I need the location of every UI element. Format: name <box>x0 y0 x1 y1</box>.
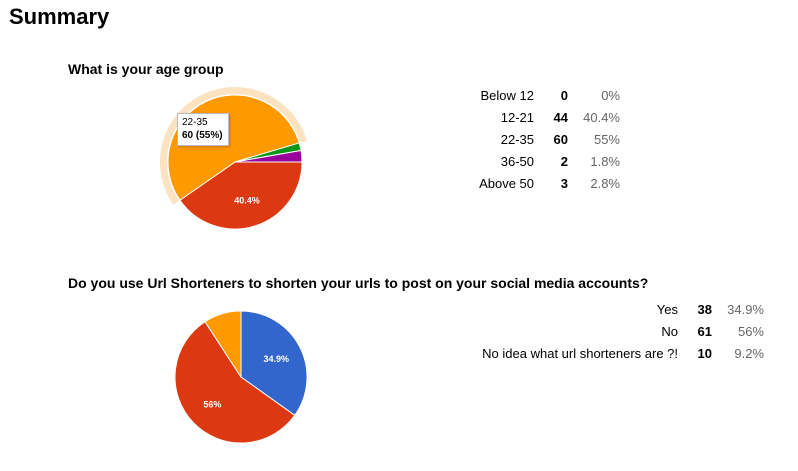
pie-slice-no-idea-what-url-shorteners-are[interactable] <box>204 310 242 379</box>
table-body: Yes 38 34.9% No 61 56% No idea what url shorte… <box>470 298 764 364</box>
row-label: Yes <box>656 301 678 317</box>
row-label: No <box>661 323 678 339</box>
slice-label-12-21: 40.4% <box>234 195 260 205</box>
row-percent: 9.2% <box>734 345 764 361</box>
row-label: 12-21 <box>500 109 534 125</box>
page-title: Summary <box>9 4 110 29</box>
row-count: 2 <box>560 153 568 169</box>
chart-tooltip: 22-35 60 (55%) <box>177 113 229 146</box>
row-label: Below 12 <box>480 87 534 103</box>
row-count: 0 <box>560 87 568 103</box>
row-label: Above 50 <box>479 175 534 191</box>
pie-slice-above-50[interactable] <box>234 149 303 163</box>
table-body: Below 12 0 0% 12-21 44 40.4% 22-35 60 55% 36-50 2 1… <box>470 84 620 194</box>
row-count: 38 <box>697 301 712 317</box>
row-label: No idea what url shorteners are ?! <box>482 345 678 361</box>
url-shorteners-pie-chart: 34.9% 56% <box>174 310 308 444</box>
slice-label-no: 56% <box>203 399 221 409</box>
age-group-summary-table: Below 12 0 0% 12-21 44 40.4% 22-35 60 55% 36-50 2 1… <box>470 84 620 194</box>
row-count: 10 <box>697 345 712 361</box>
row-count: 60 <box>553 131 568 147</box>
question-title-url-shorteners: Do you use Url Shorteners to shorten you… <box>68 275 649 291</box>
row-percent: 40.4% <box>583 109 620 125</box>
row-percent: 34.9% <box>727 301 764 317</box>
row-percent: 2.8% <box>590 175 620 191</box>
table-row: 12-21 44 40.4% <box>470 106 620 128</box>
slice-label-yes: 34.9% <box>263 354 289 364</box>
row-count: 44 <box>553 109 568 125</box>
question-title-age-group: What is your age group <box>68 61 224 77</box>
age-group-pie-chart: 40.4% <box>159 86 307 230</box>
row-percent: 0% <box>601 87 620 103</box>
url-shorteners-summary-table: Yes 38 34.9% No 61 56% No idea what url shorte… <box>470 298 764 364</box>
pie-slice-no[interactable] <box>174 320 296 444</box>
row-label: 36-50 <box>500 153 534 169</box>
table-row: Below 12 0 0% <box>470 84 620 106</box>
row-label: 22-35 <box>500 131 534 147</box>
row-count: 61 <box>697 323 712 339</box>
pie-slice-yes[interactable] <box>240 310 308 417</box>
table-row: Above 50 3 2.8% <box>470 172 620 194</box>
tooltip-label: 22-35 <box>182 117 208 128</box>
row-percent: 55% <box>593 131 620 147</box>
table-row: No 61 56% <box>470 320 764 342</box>
table-row: No idea what url shorteners are ?! 10 9.2% <box>470 342 764 364</box>
table-row: 36-50 2 1.8% <box>470 150 620 172</box>
table-row: Yes 38 34.9% <box>470 298 764 320</box>
pie-slice-12-21[interactable] <box>179 161 303 230</box>
row-percent: 1.8% <box>590 153 620 169</box>
tooltip-value: 60 (55%) <box>182 130 223 141</box>
row-count: 3 <box>560 175 568 191</box>
table-row: 22-35 60 55% <box>470 128 620 150</box>
row-percent: 56% <box>737 323 764 339</box>
